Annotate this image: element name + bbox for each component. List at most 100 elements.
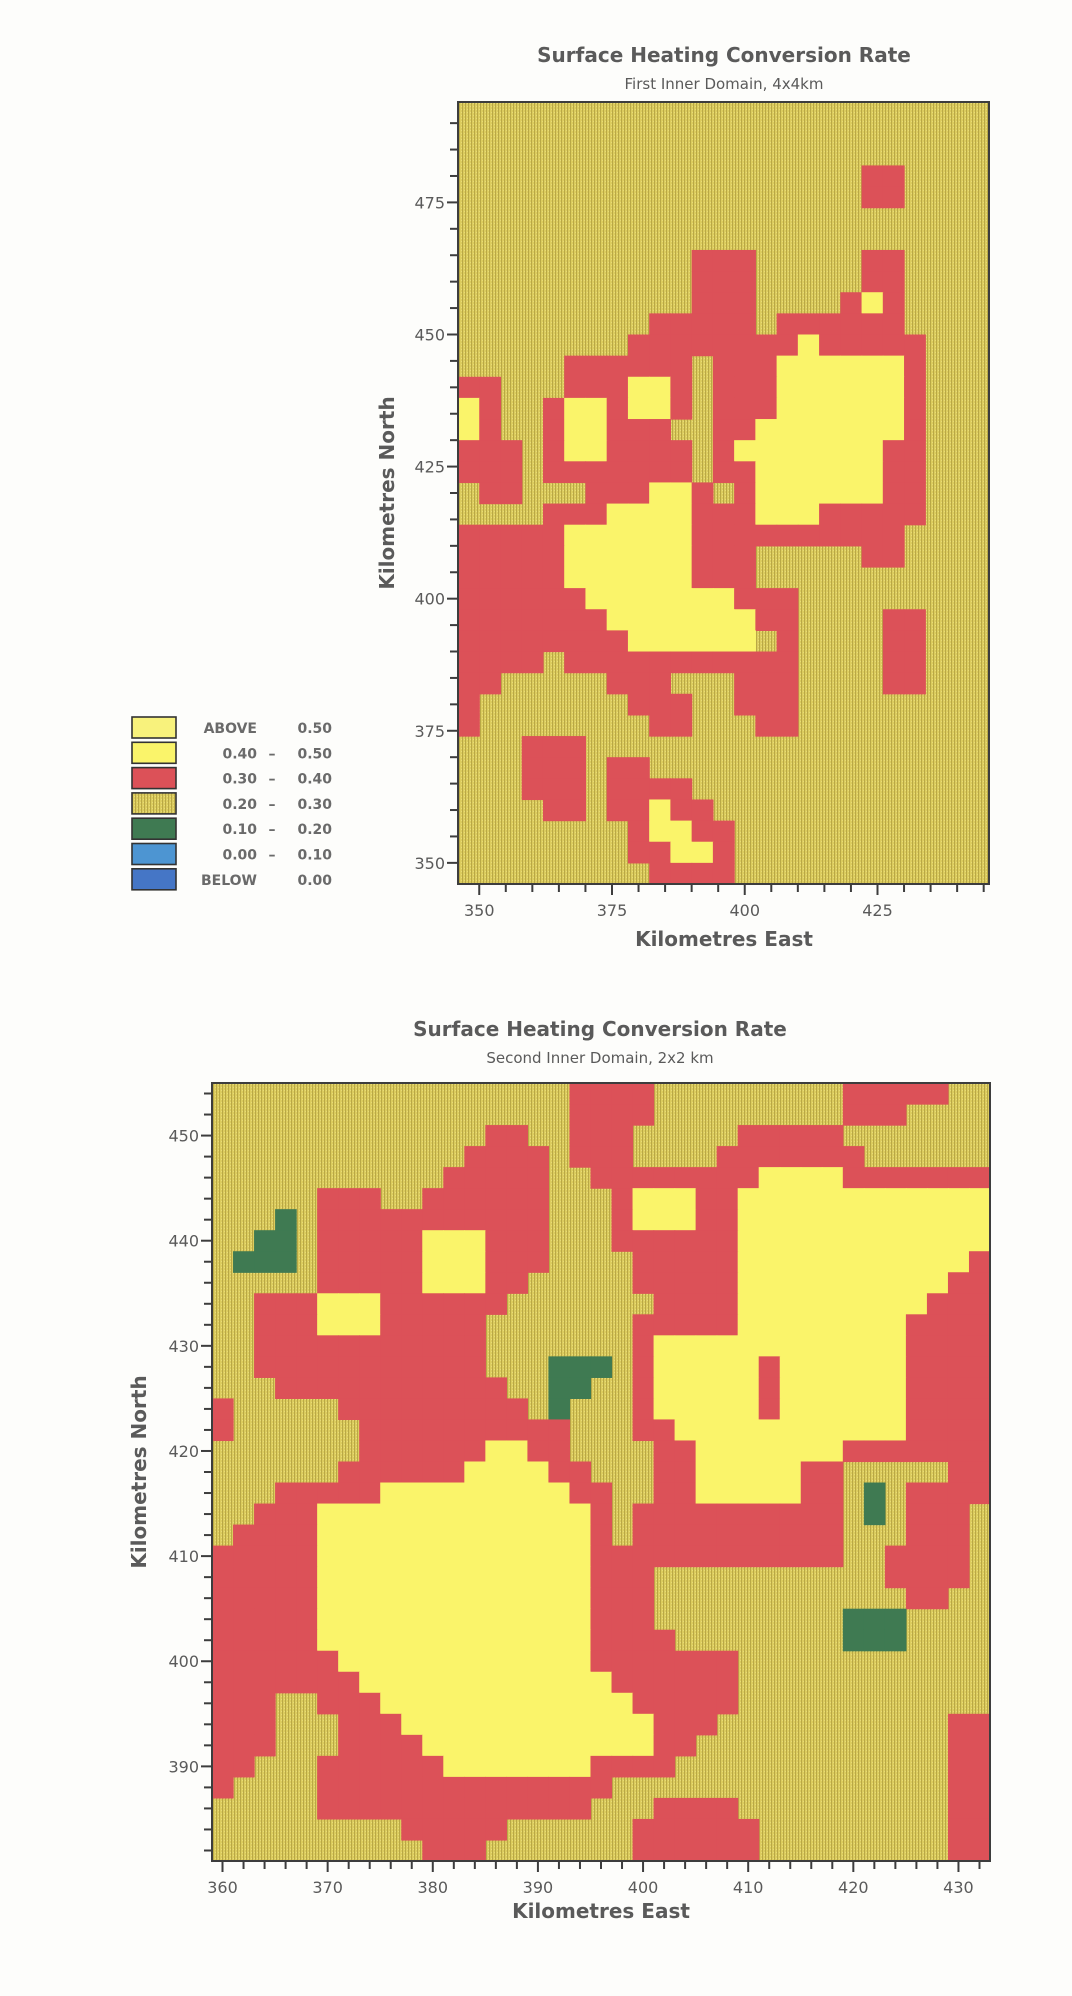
heatmap-cell <box>380 1650 402 1673</box>
heatmap-cell <box>947 1419 970 1442</box>
heatmap-cell <box>564 757 587 779</box>
heatmap-cell <box>564 630 587 653</box>
heatmap-cell <box>443 1713 465 1736</box>
heatmap-cell <box>649 714 671 737</box>
heatmap-cell <box>569 1125 592 1147</box>
heatmap-cell <box>564 778 587 801</box>
heatmap-cell <box>734 440 756 462</box>
heatmap-cell <box>401 1566 423 1589</box>
heatmap-cell <box>734 524 756 547</box>
x-axis-title: Kilometres East <box>512 1899 690 1923</box>
heatmap-cell <box>401 1482 423 1505</box>
heatmap-cell <box>569 1146 592 1168</box>
heatmap-cell <box>712 376 735 399</box>
heatmap-cell <box>401 1650 423 1673</box>
heatmap-cell <box>422 1230 444 1252</box>
heatmap-cell <box>863 1272 886 1294</box>
heatmap-cell <box>548 1545 571 1568</box>
heatmap-cell <box>233 1566 255 1589</box>
heatmap-cell <box>212 1692 234 1715</box>
heatmap-cell <box>542 566 565 589</box>
heatmap-cell <box>338 1398 360 1421</box>
heatmap-cell <box>569 1797 592 1820</box>
heatmap-cell <box>926 1503 949 1526</box>
heatmap-cell <box>863 1251 886 1273</box>
heatmap-cell <box>380 1209 402 1231</box>
heatmap-cell <box>716 1272 739 1294</box>
heatmap-cell <box>296 1503 318 1526</box>
heatmap-cell <box>422 1734 444 1757</box>
heatmap-cell <box>695 1482 718 1505</box>
heatmap-cell <box>317 1797 339 1820</box>
chart-second-inner-domain: Surface Heating Conversion Rate Second I… <box>127 1017 991 1923</box>
heatmap-cell <box>485 1167 507 1189</box>
heatmap-cell <box>627 461 650 484</box>
heatmap-cell <box>564 651 587 674</box>
heatmap-cell <box>527 1671 550 1694</box>
heatmap-cell <box>485 1608 507 1631</box>
heatmap-cell <box>695 1398 718 1421</box>
heatmap-cell <box>734 355 756 378</box>
heatmap-cell <box>776 630 799 653</box>
heatmap-cell <box>905 1587 928 1610</box>
heatmap-cell <box>500 545 523 568</box>
heatmap-cell <box>422 1797 444 1820</box>
heatmap-cell <box>606 482 629 505</box>
heatmap-cell <box>317 1335 339 1357</box>
heatmap-cell <box>861 397 884 420</box>
heatmap-cell <box>842 1335 865 1357</box>
heatmap-cell <box>485 1482 507 1505</box>
heatmap-cell <box>527 1587 550 1610</box>
y-tick-label: 400 <box>414 590 445 609</box>
heatmap-cell <box>670 503 693 526</box>
heatmap-cell <box>464 1818 486 1841</box>
heatmap-cell <box>485 1503 507 1526</box>
heatmap-cell <box>317 1356 339 1378</box>
heatmap-cell <box>737 1293 760 1315</box>
heatmap-cell <box>564 588 587 610</box>
heatmap-cell <box>779 1188 802 1210</box>
heatmap-cell <box>401 1314 423 1336</box>
heatmap-cell <box>653 1314 676 1336</box>
heatmap-cell <box>653 1839 676 1862</box>
heatmap-cell <box>627 841 650 864</box>
heatmap-cell <box>968 1839 991 1862</box>
heatmap-cell <box>653 1713 676 1736</box>
heatmap-cell <box>254 1629 276 1652</box>
heatmap-cell <box>359 1356 381 1378</box>
heatmap-cell <box>712 503 735 526</box>
heatmap-cell <box>674 1377 697 1400</box>
heatmap-cell <box>737 1545 760 1568</box>
heatmap-cell <box>627 778 650 801</box>
heatmap-cell <box>674 1650 697 1673</box>
heatmap-cell <box>422 1461 444 1484</box>
heatmap-cell <box>926 1293 949 1315</box>
heatmap-cell <box>691 482 714 505</box>
heatmap-cell <box>585 503 608 526</box>
heatmap-cell <box>458 651 480 674</box>
heatmap-cell <box>695 1377 718 1400</box>
heatmap-cell <box>968 1272 991 1294</box>
heatmap-cell <box>212 1755 234 1778</box>
heatmap-cell <box>670 566 693 589</box>
heatmap-cell <box>674 1671 697 1694</box>
heatmap-cell <box>527 1650 550 1673</box>
heatmap-cell <box>904 651 926 674</box>
legend-swatch <box>131 716 177 739</box>
heatmap-cell <box>506 1398 529 1421</box>
heatmap-cell <box>611 1083 634 1105</box>
heatmap-cell <box>422 1356 444 1378</box>
heatmap-cell <box>653 1419 676 1442</box>
heatmap-cell <box>695 1461 718 1484</box>
heatmap-cell <box>632 1167 655 1189</box>
heatmap-cell <box>485 1188 507 1210</box>
heatmap-cell <box>401 1671 423 1694</box>
heatmap-cell <box>670 820 693 843</box>
heatmap-cell <box>653 1734 676 1757</box>
heatmap-cell <box>653 1755 676 1778</box>
heatmap-cell <box>590 1587 613 1610</box>
heatmap-cell <box>585 609 608 631</box>
heatmap-cell <box>443 1608 465 1631</box>
heatmap-cell <box>800 1482 823 1505</box>
heatmap-cell <box>947 1818 970 1841</box>
